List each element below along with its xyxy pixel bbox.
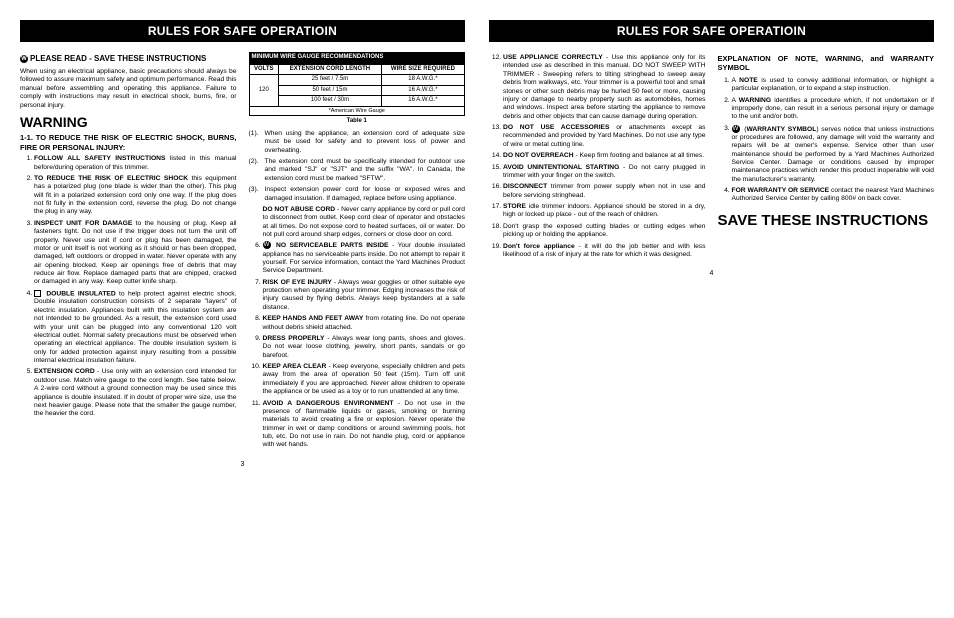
safety-list-1: FOLLOW ALL SAFETY INSTRUCTIONS listed in… — [20, 155, 237, 419]
list-item: AVOID UNINTENTIONAL STARTING - Do not ca… — [503, 164, 706, 181]
list-item: AVOID A DANGEROUS ENVIRONMENT - Do not u… — [263, 400, 466, 450]
list-item: DO NOT USE ACCESSORIES or attachments ex… — [503, 124, 706, 149]
safety-list-3: USE APPLIANCE CORRECTLY - Use this appli… — [489, 54, 706, 259]
intro-text: When using an electrical appliance, basi… — [20, 68, 237, 110]
warranty-icon: W — [20, 55, 28, 63]
list-item: DRESS PROPERLY - Always wear long pants,… — [263, 335, 466, 360]
title-bar-right: RULES FOR SAFE OPERATIOIN — [489, 20, 934, 42]
page-spread: RULES FOR SAFE OPERATIOIN WPLEASE READ -… — [20, 20, 934, 468]
title-bar-left: RULES FOR SAFE OPERATIOIN — [20, 20, 465, 42]
warning-sub: 1-1. TO REDUCE THE RISK OF ELECTRIC SHOC… — [20, 133, 237, 152]
double-insulated-icon — [34, 290, 41, 297]
list-item: KEEP HANDS AND FEET AWAY from rotating l… — [263, 315, 466, 332]
th-length: EXTENSION CORD LENGTH — [279, 64, 382, 75]
td-len: 50 feet / 15m — [279, 85, 382, 96]
list-item: A NOTE is used to convey additional info… — [732, 77, 935, 94]
td-size: 18 A.W.G.* — [381, 75, 464, 86]
page-number-right: 4 — [489, 270, 934, 277]
list-item: DISCONNECT trimmer from power supply whe… — [503, 183, 706, 200]
right-col-1: USE APPLIANCE CORRECTLY - Use this appli… — [489, 52, 706, 262]
save-instructions-heading: SAVE THESE INSTRUCTIONS — [718, 212, 935, 231]
list-item: KEEP AREA CLEAR - Keep everyone, especia… — [263, 363, 466, 397]
list-item: STORE idle trimmer indoors. Appliance sh… — [503, 203, 706, 220]
list-item: FOLLOW ALL SAFETY INSTRUCTIONS listed in… — [34, 155, 237, 172]
list-item: Inspect extension power cord for loose o… — [265, 186, 466, 203]
list-item: EXTENSION CORD - Use only with an extens… — [34, 368, 237, 418]
list-item: RISK OF EYE INJURY - Always wear goggles… — [263, 279, 466, 313]
list-item: Don't force appliance - it will do the j… — [503, 243, 706, 260]
explanation-list: A NOTE is used to convey additional info… — [718, 77, 935, 204]
section-heading-text: PLEASE READ - SAVE THESE INSTRUCTIONS — [30, 54, 206, 63]
page-number-left: 3 — [20, 461, 465, 468]
page-left: RULES FOR SAFE OPERATIOIN WPLEASE READ -… — [20, 20, 465, 468]
list-item: DOUBLE INSULATED to help protect against… — [34, 290, 237, 366]
paren-list: When using the appliance, an extension c… — [249, 130, 466, 203]
td-size: 16 A.W.G.* — [381, 96, 464, 107]
left-col-2: MINIMUM WIRE GAUGE RECOMMENDATIONS VOLTS… — [249, 52, 466, 453]
safety-list-2: W NO SERVICEABLE PARTS INSIDE - Your dou… — [249, 241, 466, 449]
abuse-cord-para: DO NOT ABUSE CORD - Never carry applianc… — [249, 206, 466, 240]
list-item: A WARNING identifies a procedure which, … — [732, 97, 935, 122]
td-len: 100 feet / 30m — [279, 96, 382, 107]
table-footnote: *American Wire Gauge — [249, 106, 465, 116]
list-item: FOR WARRANTY OR SERVICE contact the near… — [732, 187, 935, 204]
list-item: When using the appliance, an extension c… — [265, 130, 466, 155]
wire-table-title: MINIMUM WIRE GAUGE RECOMMENDATIONS — [249, 52, 466, 64]
list-item: INSPECT UNIT FOR DAMAGE to the housing o… — [34, 220, 237, 287]
warning-heading: WARNING — [20, 114, 237, 132]
list-item: DO NOT OVERREACH - Keep firm footing and… — [503, 152, 706, 160]
list-item: USE APPLIANCE CORRECTLY - Use this appli… — [503, 54, 706, 121]
right-col-2: EXPLANATION OF NOTE, WARNING, and WARRAN… — [718, 52, 935, 262]
list-item: W NO SERVICEABLE PARTS INSIDE - Your dou… — [263, 241, 466, 275]
th-size: WIRE SIZE REQUIRED — [381, 64, 464, 75]
warranty-icon: W — [732, 125, 740, 133]
wire-gauge-table: VOLTS EXTENSION CORD LENGTH WIRE SIZE RE… — [249, 64, 466, 117]
list-item: Don't grasp the exposed cutting blades o… — [503, 223, 706, 240]
table-caption: Table 1 — [249, 118, 466, 126]
td-size: 16 A.W.G.* — [381, 85, 464, 96]
td-volts: 120 — [249, 75, 279, 107]
section-heading: WPLEASE READ - SAVE THESE INSTRUCTIONS — [20, 54, 237, 64]
list-item: W (WARRANTY SYMBOL) serves notice that u… — [732, 125, 935, 184]
page-right: RULES FOR SAFE OPERATIOIN USE APPLIANCE … — [489, 20, 934, 468]
left-col-1: WPLEASE READ - SAVE THESE INSTRUCTIONS W… — [20, 52, 237, 453]
td-len: 25 feet / 7.5m — [279, 75, 382, 86]
list-item: The extension cord must be specifically … — [265, 158, 466, 183]
list-item: TO REDUCE THE RISK OF ELECTRIC SHOCK thi… — [34, 175, 237, 217]
th-volts: VOLTS — [249, 64, 279, 75]
explanation-heading: EXPLANATION OF NOTE, WARNING, and WARRAN… — [718, 54, 935, 73]
warranty-icon: W — [263, 241, 271, 249]
